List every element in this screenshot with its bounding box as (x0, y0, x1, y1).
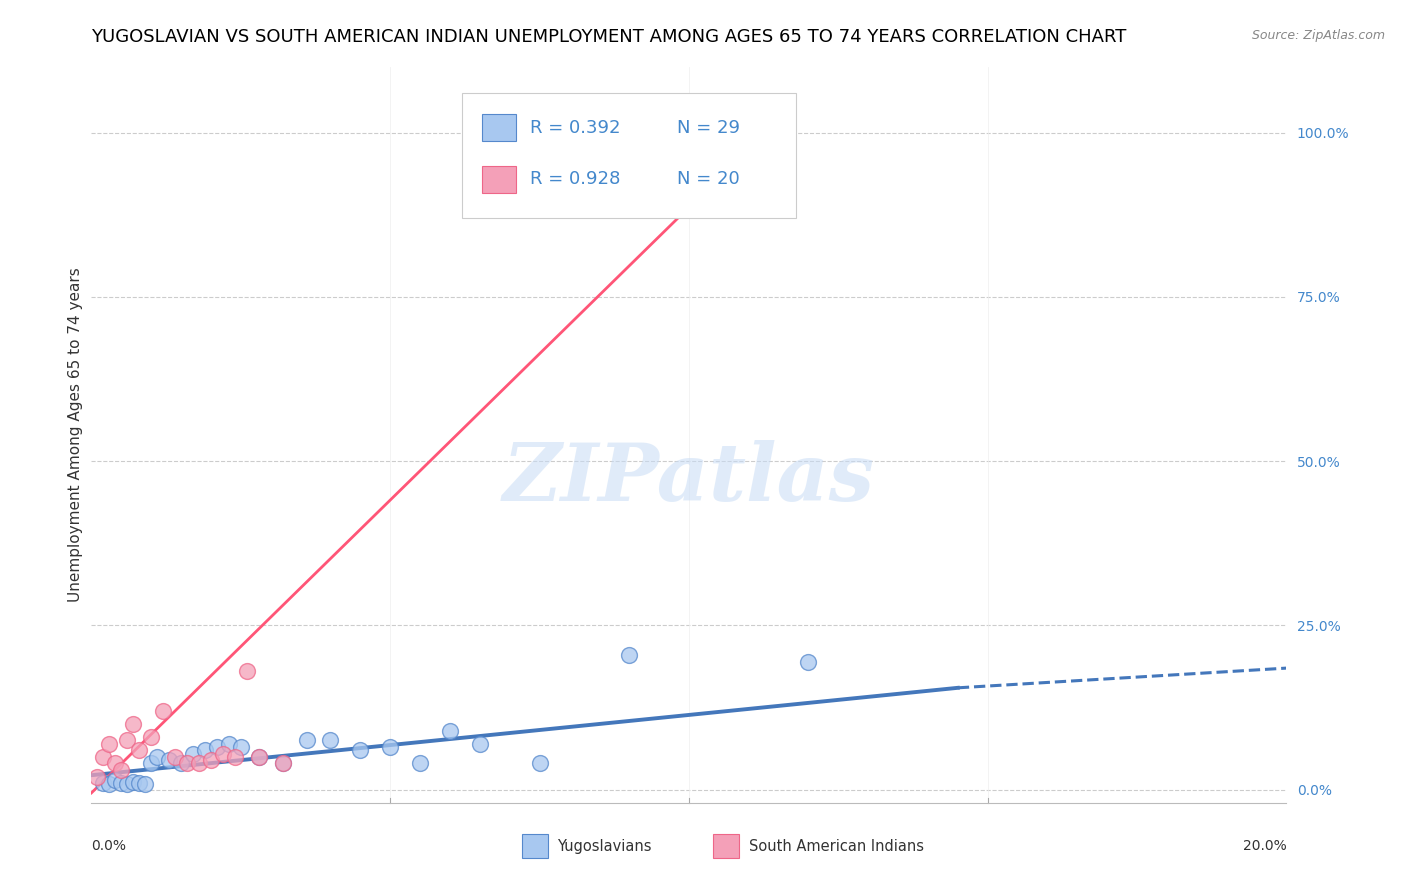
Point (439, 723, 461, 738)
Point (163, 749, 186, 764)
Point (218, 737, 240, 751)
Point (529, 756, 551, 771)
Point (115, 777, 138, 791)
Point (93, 776, 115, 790)
Point (170, 756, 193, 771)
Point (205, 739, 228, 754)
Point (110, 776, 132, 790)
Point (194, 743, 217, 757)
Point (380, 739, 402, 754)
Point (619, 648, 641, 662)
Text: 20.0%: 20.0% (1243, 839, 1286, 853)
Point (181, 747, 204, 761)
Bar (522, 834, 548, 858)
Text: ZIPatlas: ZIPatlas (503, 441, 875, 517)
Text: N = 29: N = 29 (678, 119, 740, 136)
Point (104, 756, 127, 771)
Point (146, 749, 169, 764)
Point (247, 749, 270, 764)
Text: Source: ZipAtlas.com: Source: ZipAtlas.com (1251, 29, 1385, 42)
Point (200, 753, 222, 767)
Point (86, 770, 108, 784)
Point (188, 756, 211, 771)
Point (797, 655, 820, 669)
Point (141, 756, 163, 771)
Point (110, 763, 132, 777)
Bar (713, 834, 740, 858)
Point (229, 739, 252, 754)
Point (211, 747, 233, 761)
Point (122, 717, 145, 731)
Text: Yugoslavians: Yugoslavians (558, 839, 652, 855)
Point (157, 753, 180, 767)
Bar (482, 114, 516, 141)
Point (122, 774, 145, 789)
Y-axis label: Unemployment Among Ages 65 to 74 years: Unemployment Among Ages 65 to 74 years (67, 268, 83, 602)
Point (141, 730, 163, 744)
Point (115, 733, 138, 747)
Point (176, 756, 198, 771)
Point (247, 749, 270, 764)
Point (319, 733, 342, 747)
Text: N = 20: N = 20 (678, 170, 740, 188)
Point (93, 749, 115, 764)
Text: 0.0%: 0.0% (91, 839, 127, 853)
Point (128, 743, 150, 757)
Point (235, 665, 259, 679)
Point (468, 737, 491, 751)
Point (152, 704, 174, 718)
Point (349, 743, 371, 757)
Title: YUGOSLAVIAN VS SOUTH AMERICAN INDIAN UNEMPLOYMENT AMONG AGES 65 TO 74 YEARS CORR: YUGOSLAVIAN VS SOUTH AMERICAN INDIAN UNE… (91, 28, 1126, 45)
Point (98, 777, 121, 791)
Point (295, 733, 318, 747)
Text: R = 0.928: R = 0.928 (530, 170, 620, 188)
Point (271, 756, 294, 771)
Point (271, 756, 294, 771)
FancyBboxPatch shape (461, 93, 796, 218)
Point (98, 737, 121, 751)
Point (104, 772, 127, 787)
Point (128, 776, 150, 790)
Text: South American Indians: South American Indians (748, 839, 924, 855)
Bar (482, 166, 516, 193)
Point (134, 777, 156, 791)
Point (224, 749, 246, 764)
Point (737, 126, 759, 140)
Point (409, 756, 432, 771)
Text: R = 0.392: R = 0.392 (530, 119, 620, 136)
